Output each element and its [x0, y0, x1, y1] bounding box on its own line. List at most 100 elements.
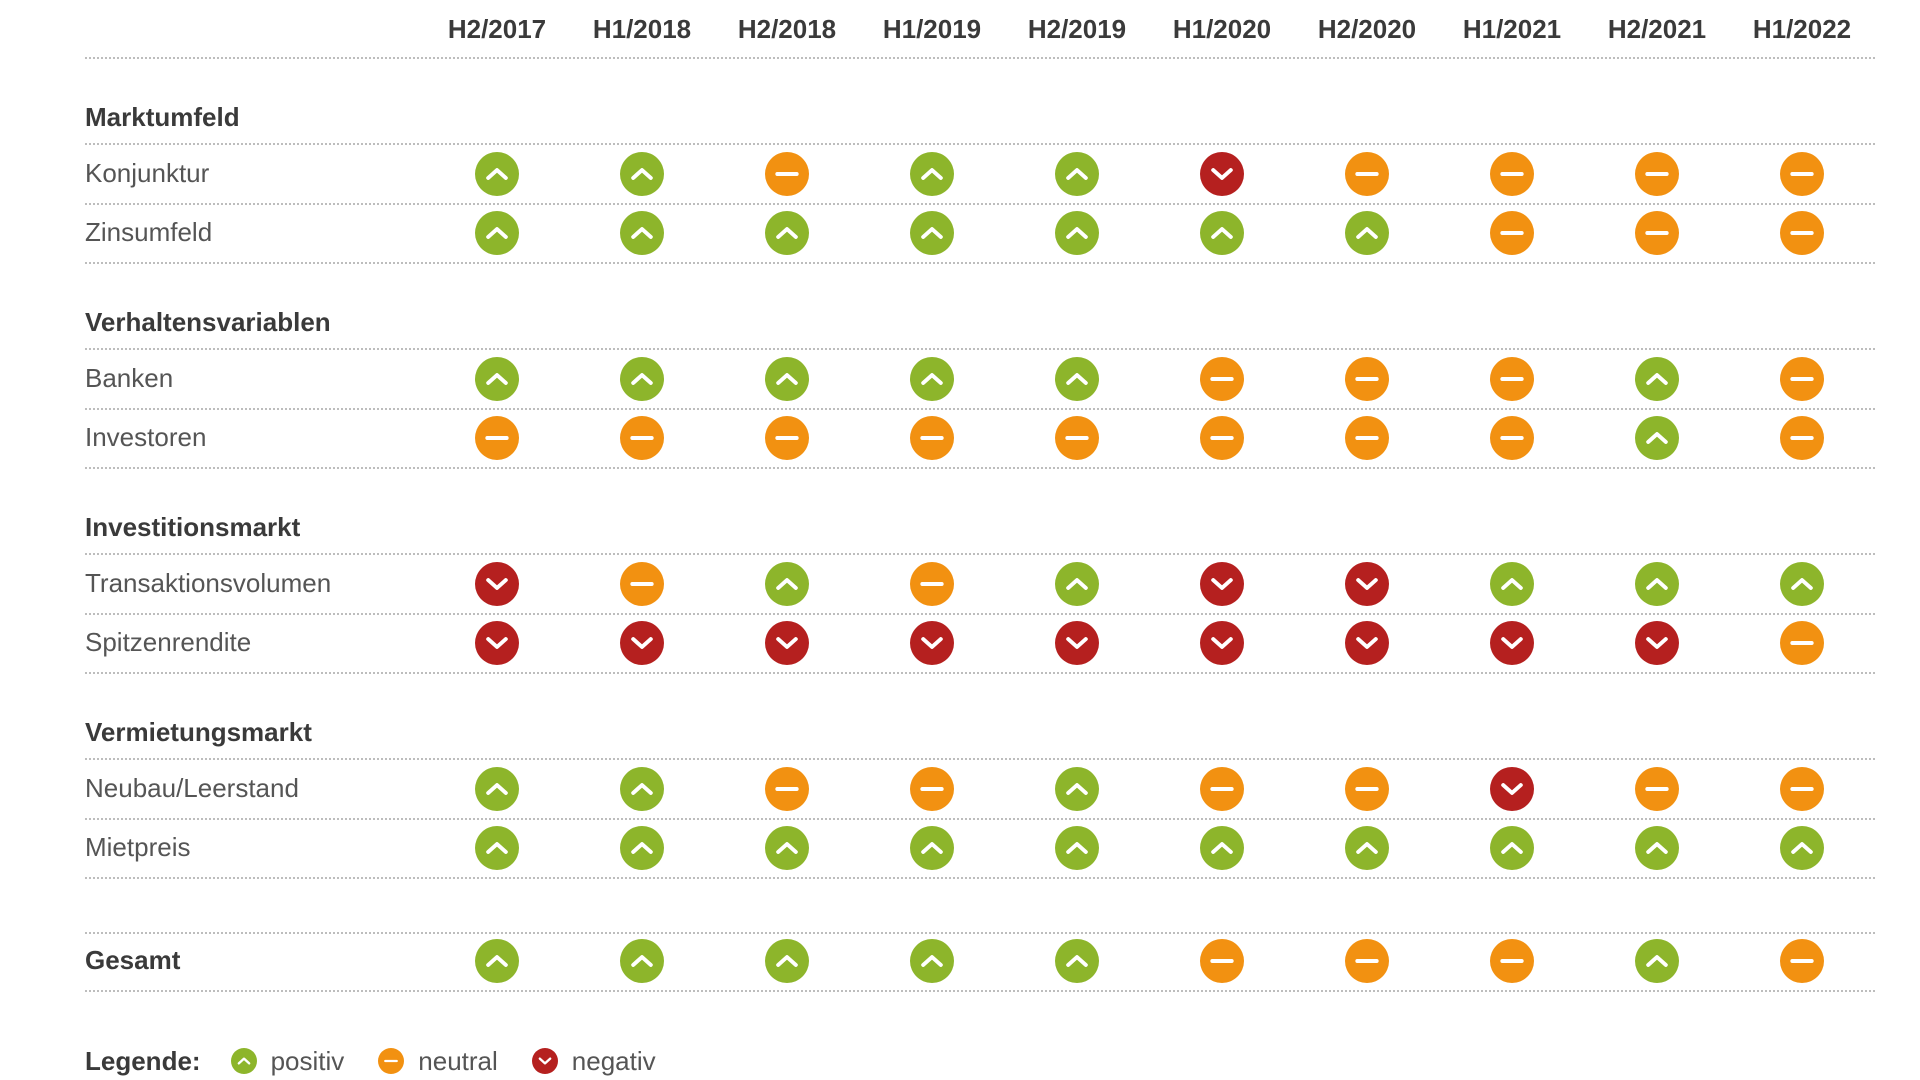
section-title: Vermietungsmarkt [85, 717, 312, 747]
row-banken-label: Banken [85, 363, 174, 393]
row-zinsumfeld-H1-2021-minus-icon [1490, 211, 1534, 255]
row-mietpreis-H2-2021-chevron-up-icon [1635, 826, 1679, 870]
column-header-H2-2020: H2/2020 [1317, 14, 1417, 44]
row-konjunktur-H2-2019-chevron-up-icon [1055, 152, 1099, 196]
row-investoren-H2-2021-chevron-up-icon [1635, 416, 1679, 460]
row-neubau-leerstand-label: Neubau/Leerstand [85, 773, 299, 803]
row-spitzenrendite-H1-2022-minus-icon [1780, 621, 1824, 665]
row-zinsumfeld-H2-2020-chevron-up-icon [1345, 211, 1389, 255]
row-transaktionsvolumen-H2-2020-chevron-down-icon [1345, 562, 1389, 606]
column-header-H2-2019: H2/2019 [1027, 14, 1127, 44]
row-konjunktur-H2-2020-minus-icon [1345, 152, 1389, 196]
row-total-H1-2018-chevron-up-icon [620, 939, 664, 983]
row-spitzenrendite-H2-2020-chevron-down-icon [1345, 621, 1389, 665]
column-header-H1-2021: H1/2021 [1462, 14, 1562, 44]
row-investoren-H2-2017-minus-icon [475, 416, 519, 460]
row-spitzenrendite-H2-2019-chevron-down-icon [1055, 621, 1099, 665]
section-divider [85, 758, 1875, 760]
row-transaktionsvolumen-H1-2019-minus-icon [910, 562, 954, 606]
row-zinsumfeld-H2-2019-chevron-up-icon [1055, 211, 1099, 255]
legend-positiv-icon [230, 1048, 257, 1074]
row-divider [85, 613, 1875, 615]
total-divider-top [85, 932, 1875, 934]
row-mietpreis-H2-2018-chevron-up-icon [765, 826, 809, 870]
row-neubau-leerstand-H2-2017-chevron-up-icon [475, 767, 519, 811]
row-banken-H2-2019-chevron-up-icon [1055, 357, 1099, 401]
row-banken-H1-2018-chevron-up-icon [620, 357, 664, 401]
row-investoren-H2-2020-minus-icon [1345, 416, 1389, 460]
row-zinsumfeld-H2-2017-chevron-up-icon [475, 211, 519, 255]
row-banken-H1-2022-minus-icon [1780, 357, 1824, 401]
legend-neutral-icon [378, 1048, 405, 1074]
row-spitzenrendite-H1-2020-chevron-down-icon [1200, 621, 1244, 665]
row-neubau-leerstand-H1-2020-minus-icon [1200, 767, 1244, 811]
row-divider [85, 262, 1875, 264]
column-header-H2-2018: H2/2018 [737, 14, 837, 44]
row-spitzenrendite-H1-2019-chevron-down-icon [910, 621, 954, 665]
row-banken-H2-2021-chevron-up-icon [1635, 357, 1679, 401]
row-zinsumfeld-H2-2021-minus-icon [1635, 211, 1679, 255]
row-transaktionsvolumen-H1-2022-chevron-up-icon [1780, 562, 1824, 606]
row-mietpreis-H1-2018-chevron-up-icon [620, 826, 664, 870]
row-total-H1-2020-minus-icon [1200, 939, 1244, 983]
row-total-H2-2020-minus-icon [1345, 939, 1389, 983]
row-zinsumfeld-H1-2022-minus-icon [1780, 211, 1824, 255]
row-investoren-H1-2018-minus-icon [620, 416, 664, 460]
row-divider [85, 203, 1875, 205]
row-transaktionsvolumen-H2-2018-chevron-up-icon [765, 562, 809, 606]
row-zinsumfeld-H2-2018-chevron-up-icon [765, 211, 809, 255]
row-mietpreis-H1-2019-chevron-up-icon [910, 826, 954, 870]
section-title: Investitionsmarkt [85, 512, 301, 542]
row-konjunktur-H1-2019-chevron-up-icon [910, 152, 954, 196]
row-neubau-leerstand-H1-2022-minus-icon [1780, 767, 1824, 811]
section-title: Verhaltensvariablen [85, 307, 331, 337]
row-mietpreis-H2-2020-chevron-up-icon [1345, 826, 1389, 870]
row-transaktionsvolumen-H1-2018-minus-icon [620, 562, 664, 606]
legend-negativ-icon [531, 1048, 558, 1074]
legend-neutral-label: neutral [418, 1045, 498, 1076]
header-divider [85, 57, 1875, 59]
row-zinsumfeld-H1-2020-chevron-up-icon [1200, 211, 1244, 255]
row-investoren-label: Investoren [85, 422, 207, 452]
row-transaktionsvolumen-H1-2021-chevron-up-icon [1490, 562, 1534, 606]
row-spitzenrendite-label: Spitzenrendite [85, 627, 252, 657]
row-divider [85, 408, 1875, 410]
row-mietpreis-H2-2017-chevron-up-icon [475, 826, 519, 870]
row-total-H1-2019-chevron-up-icon [910, 939, 954, 983]
row-transaktionsvolumen-label: Transaktionsvolumen [85, 568, 332, 598]
row-banken-H2-2018-chevron-up-icon [765, 357, 809, 401]
row-konjunktur-H2-2018-minus-icon [765, 152, 809, 196]
row-transaktionsvolumen-H2-2017-chevron-down-icon [475, 562, 519, 606]
row-neubau-leerstand-H1-2019-minus-icon [910, 767, 954, 811]
row-spitzenrendite-H1-2018-chevron-down-icon [620, 621, 664, 665]
row-konjunktur-H1-2021-minus-icon [1490, 152, 1534, 196]
row-transaktionsvolumen-H2-2021-chevron-up-icon [1635, 562, 1679, 606]
total-divider-bottom [85, 990, 1875, 992]
row-total-H1-2021-minus-icon [1490, 939, 1534, 983]
row-transaktionsvolumen-H1-2020-chevron-down-icon [1200, 562, 1244, 606]
row-investoren-H1-2021-minus-icon [1490, 416, 1534, 460]
row-konjunktur-H2-2017-chevron-up-icon [475, 152, 519, 196]
row-mietpreis-H2-2019-chevron-up-icon [1055, 826, 1099, 870]
column-header-H2-2017: H2/2017 [447, 14, 547, 44]
row-divider [85, 877, 1875, 879]
row-konjunktur-H1-2022-minus-icon [1780, 152, 1824, 196]
row-mietpreis-label: Mietpreis [85, 832, 191, 862]
section-title: Marktumfeld [85, 102, 240, 132]
row-neubau-leerstand-H1-2021-chevron-down-icon [1490, 767, 1534, 811]
row-investoren-H1-2022-minus-icon [1780, 416, 1824, 460]
row-banken-H1-2020-minus-icon [1200, 357, 1244, 401]
row-investoren-H2-2019-minus-icon [1055, 416, 1099, 460]
row-total-H2-2017-chevron-up-icon [475, 939, 519, 983]
row-investoren-H1-2019-minus-icon [910, 416, 954, 460]
row-total-H2-2018-chevron-up-icon [765, 939, 809, 983]
row-banken-H1-2021-minus-icon [1490, 357, 1534, 401]
row-mietpreis-H1-2021-chevron-up-icon [1490, 826, 1534, 870]
row-neubau-leerstand-H2-2020-minus-icon [1345, 767, 1389, 811]
section-divider [85, 553, 1875, 555]
row-divider [85, 467, 1875, 469]
row-konjunktur-label: Konjunktur [85, 158, 210, 188]
row-total-label: Gesamt [85, 945, 181, 975]
row-zinsumfeld-H1-2018-chevron-up-icon [620, 211, 664, 255]
row-spitzenrendite-H2-2017-chevron-down-icon [475, 621, 519, 665]
